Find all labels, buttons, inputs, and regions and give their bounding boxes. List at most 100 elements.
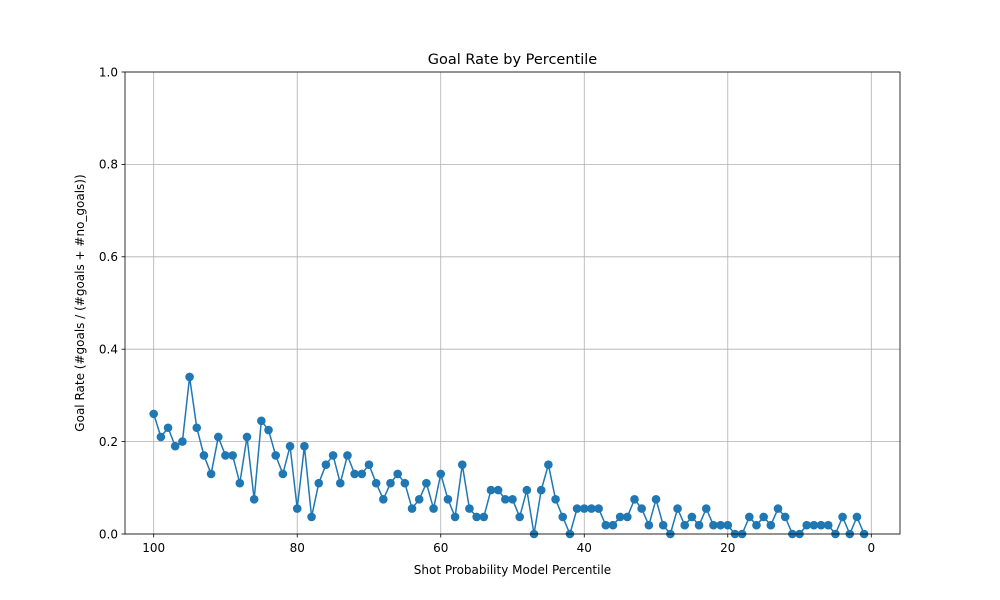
data-point xyxy=(257,416,266,426)
data-point xyxy=(206,469,216,479)
data-point xyxy=(379,495,388,504)
data-point xyxy=(335,478,345,488)
data-point xyxy=(386,478,395,488)
data-point xyxy=(594,504,603,513)
data-point xyxy=(752,520,761,530)
data-point xyxy=(587,504,596,513)
series-goal-rate xyxy=(149,372,869,539)
data-point xyxy=(536,485,546,495)
data-point xyxy=(479,512,489,522)
data-point xyxy=(235,478,245,488)
x-tick-label: 20 xyxy=(720,541,735,555)
data-point xyxy=(723,520,733,530)
data-point xyxy=(192,423,202,433)
data-point xyxy=(630,495,639,504)
data-point xyxy=(515,512,524,522)
data-point xyxy=(615,512,625,522)
data-point xyxy=(852,512,862,522)
data-point xyxy=(601,520,611,530)
data-point xyxy=(486,485,496,495)
data-point xyxy=(501,495,510,504)
data-point xyxy=(701,504,711,513)
data-point xyxy=(673,504,682,513)
data-point xyxy=(608,520,618,530)
data-point xyxy=(572,504,582,513)
data-point xyxy=(292,504,302,513)
data-point xyxy=(156,432,166,442)
x-tick-label: 60 xyxy=(433,541,448,555)
data-point xyxy=(680,520,690,530)
data-point xyxy=(759,512,768,522)
axis-ticks: 100 80 60 40 20 0 0.0 0.2 0.4 0.6 0.8 1.0 xyxy=(99,65,875,555)
x-tick-label: 0 xyxy=(867,541,875,555)
x-tick-label: 80 xyxy=(290,541,305,555)
data-point xyxy=(271,451,280,460)
data-point xyxy=(364,460,374,470)
data-point xyxy=(579,504,589,513)
data-point xyxy=(694,520,704,530)
data-point xyxy=(213,432,223,442)
data-point xyxy=(314,478,324,488)
data-point xyxy=(185,372,194,382)
data-point xyxy=(170,441,180,451)
data-point xyxy=(709,520,718,530)
data-points xyxy=(149,372,869,539)
data-point xyxy=(644,520,654,530)
data-point xyxy=(321,460,331,470)
data-point xyxy=(472,512,481,522)
data-point xyxy=(178,437,187,446)
data-point xyxy=(199,451,209,460)
data-point xyxy=(371,478,381,488)
y-tick-label: 0.6 xyxy=(99,250,118,264)
x-tick-label: 40 xyxy=(577,541,592,555)
data-point xyxy=(264,425,273,435)
x-axis-label: Shot Probability Model Percentile xyxy=(414,563,611,577)
data-point xyxy=(400,478,410,488)
data-point xyxy=(393,469,402,479)
data-point xyxy=(544,460,553,470)
data-point xyxy=(823,520,833,530)
data-point xyxy=(443,495,453,504)
data-point xyxy=(436,469,446,479)
y-tick-label: 1.0 xyxy=(99,65,118,79)
data-point xyxy=(407,504,417,513)
data-point xyxy=(809,520,819,530)
data-point xyxy=(149,409,158,419)
data-point xyxy=(450,512,460,522)
data-point xyxy=(838,512,847,522)
data-point xyxy=(228,451,237,460)
data-point xyxy=(414,495,424,504)
y-tick-label: 0.2 xyxy=(99,435,118,449)
data-point xyxy=(465,504,474,513)
data-point xyxy=(802,520,812,530)
data-point xyxy=(766,520,776,530)
data-point xyxy=(300,441,309,451)
data-point xyxy=(716,520,725,530)
data-point xyxy=(328,451,338,460)
y-tick-label: 0.0 xyxy=(99,527,118,541)
data-point xyxy=(285,441,295,451)
data-point xyxy=(278,469,288,479)
data-point xyxy=(658,520,668,530)
data-point xyxy=(307,512,316,522)
x-tick-label: 100 xyxy=(142,541,165,555)
data-point xyxy=(522,485,532,495)
data-point xyxy=(780,512,790,522)
data-point xyxy=(163,423,173,433)
data-point xyxy=(221,451,230,460)
data-point xyxy=(637,504,646,513)
data-point xyxy=(343,451,352,460)
data-point xyxy=(623,512,632,522)
plot-frame xyxy=(124,71,901,535)
data-point xyxy=(350,469,359,479)
data-point xyxy=(242,432,252,442)
data-point xyxy=(558,512,568,522)
y-tick-label: 0.4 xyxy=(99,343,118,357)
data-point xyxy=(551,495,560,504)
data-point xyxy=(357,469,367,479)
data-point xyxy=(687,512,697,522)
chart-title: Goal Rate by Percentile xyxy=(428,52,597,68)
y-axis-label: Goal Rate (#goals / (#goals + #no_goals)… xyxy=(73,174,87,431)
data-point xyxy=(429,504,438,513)
